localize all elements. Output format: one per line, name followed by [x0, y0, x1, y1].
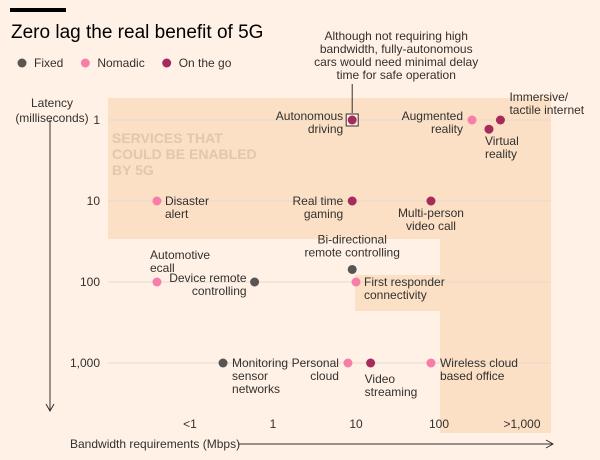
- x-axis-label: Bandwidth requirements (Mbps): [70, 437, 240, 451]
- data-point: [467, 115, 477, 125]
- enabled-services-region: [108, 98, 551, 433]
- data-point: [250, 277, 260, 287]
- y-tick-label: 1: [93, 113, 100, 127]
- x-tick-label: 10: [349, 417, 363, 431]
- y-axis-label: Latency (milliseconds): [15, 96, 88, 125]
- title-rule: [10, 8, 66, 12]
- data-point: [484, 124, 494, 134]
- data-point: [218, 358, 228, 368]
- x-tick-label: <1: [183, 417, 197, 431]
- point-label: Personal cloud: [292, 356, 339, 383]
- data-point: [426, 358, 436, 368]
- legend-marker: [162, 58, 172, 68]
- legend-label: On the go: [179, 56, 232, 70]
- chart-title: Zero lag the real benefit of 5G: [11, 22, 263, 43]
- data-point: [426, 196, 436, 206]
- x-axis-arrowhead: [545, 439, 555, 449]
- data-point: [347, 264, 357, 274]
- legend-label: Nomadic: [97, 56, 144, 70]
- data-point: [347, 115, 357, 125]
- y-axis-arrowhead: [45, 403, 55, 413]
- point-label: Real time gaming: [293, 194, 344, 221]
- legend-marker: [17, 58, 27, 68]
- data-point: [152, 196, 162, 206]
- point-label: Wireless cloud based office: [440, 356, 518, 383]
- point-label: Automotive ecall: [150, 248, 210, 275]
- point-label: Disaster alert: [165, 194, 209, 221]
- point-label: Monitoring sensor networks: [232, 356, 288, 396]
- legend-marker: [80, 58, 90, 68]
- data-point: [152, 277, 162, 287]
- point-label: Virtual reality: [485, 134, 519, 161]
- point-label: Device remote controlling: [169, 271, 247, 298]
- point-label: Bi-directional remote controlling: [305, 232, 400, 259]
- data-point: [495, 115, 505, 125]
- x-tick-label: >1,000: [503, 417, 540, 431]
- annotation-text: Although not requiring high bandwidth, fu…: [314, 29, 478, 82]
- x-tick-label: 100: [429, 417, 449, 431]
- legend-label: Fixed: [34, 56, 63, 70]
- region-label: SERVICES THAT COULD BE ENABLED BY 5G: [112, 130, 257, 178]
- point-label: Autonomous driving: [276, 109, 343, 136]
- point-label: Video streaming: [365, 372, 418, 399]
- y-tick-label: 10: [87, 194, 101, 208]
- y-tick-label: 100: [80, 275, 100, 289]
- data-point: [351, 277, 361, 287]
- point-label: Multi-person video call: [398, 206, 464, 233]
- data-point: [343, 358, 353, 368]
- point-label: Augmented reality: [402, 109, 463, 136]
- data-point: [347, 196, 357, 206]
- data-point: [366, 358, 376, 368]
- point-label: First responder connectivity: [364, 275, 445, 302]
- x-tick-label: 1: [270, 417, 277, 431]
- y-tick-label: 1,000: [70, 356, 100, 370]
- point-label: Immersive/tactile internet: [509, 90, 584, 117]
